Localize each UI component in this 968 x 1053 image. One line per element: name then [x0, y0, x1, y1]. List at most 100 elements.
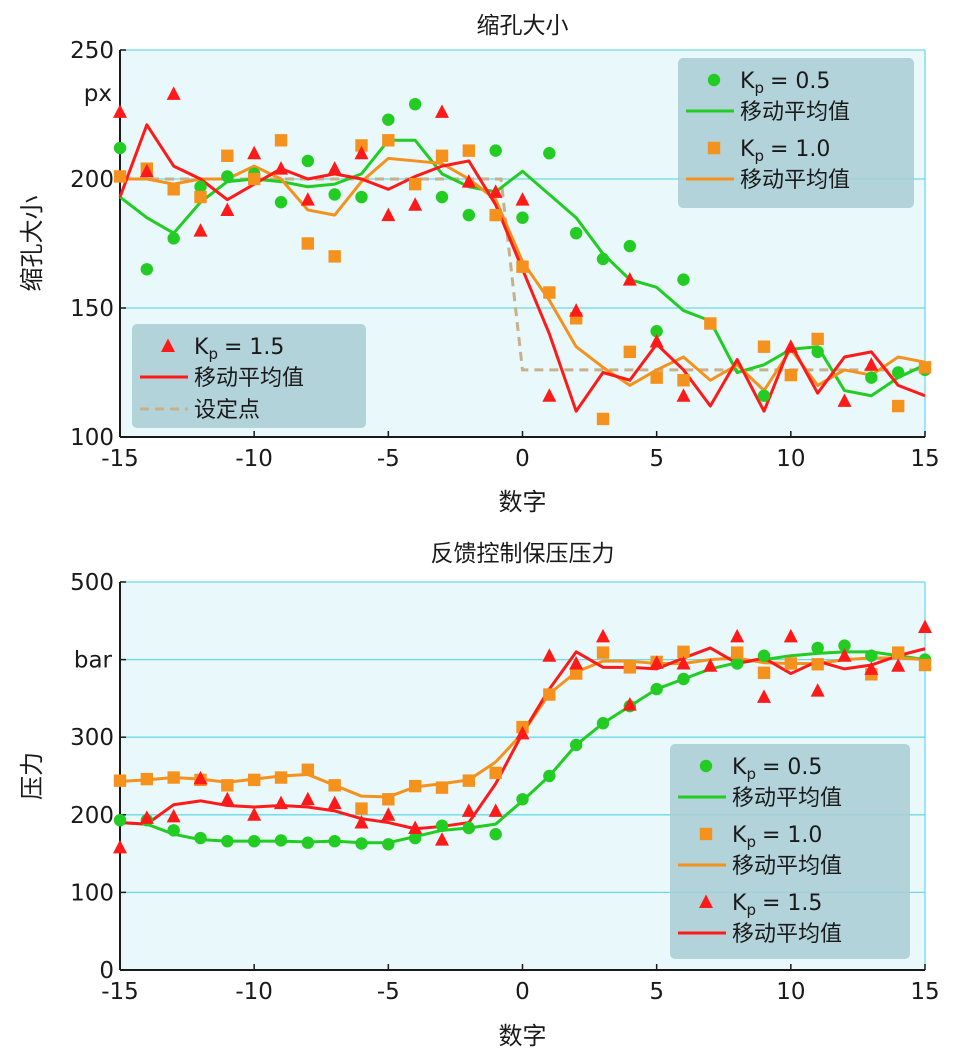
data-point [301, 154, 315, 168]
y-tick-label: 150 [70, 296, 114, 322]
x-tick-label: 10 [776, 979, 805, 1005]
legend-label: Kp = 0.5 [732, 755, 822, 783]
data-point [783, 339, 798, 353]
data-point [489, 144, 502, 157]
data-point [649, 334, 664, 348]
data-point [543, 147, 556, 160]
data-point [569, 303, 584, 317]
series-2-points [113, 134, 932, 426]
data-point [194, 190, 207, 204]
data-point [301, 836, 315, 849]
data-point [676, 655, 691, 670]
data-point [757, 666, 771, 679]
data-point [166, 808, 181, 823]
data-point [569, 738, 583, 752]
y-tick-label: 500 [70, 570, 114, 596]
y-unit-label: px [84, 81, 112, 107]
data-point [596, 412, 610, 426]
data-point [489, 208, 502, 222]
data-point [166, 86, 181, 100]
legend-box [670, 744, 910, 959]
data-point [113, 814, 127, 827]
data-point [274, 134, 288, 147]
data-point [677, 273, 690, 286]
data-point [837, 393, 852, 407]
data-point [327, 161, 342, 175]
data-point [167, 771, 180, 784]
data-point [838, 639, 851, 652]
x-tick-label: 15 [910, 446, 939, 472]
data-point [757, 649, 771, 662]
series-3-points [113, 619, 932, 854]
data-point [918, 658, 932, 672]
data-point [810, 683, 825, 697]
x-tick-label: 5 [649, 446, 664, 472]
x-tick-label: -15 [101, 446, 139, 472]
data-point [300, 791, 315, 806]
x-tick-label: 5 [649, 979, 664, 1005]
data-point [784, 368, 798, 382]
data-point [382, 793, 395, 806]
data-point [408, 177, 422, 191]
data-point [489, 766, 502, 780]
data-point [435, 104, 449, 118]
data-point [194, 180, 207, 193]
data-point [194, 831, 207, 845]
data-point [355, 802, 368, 815]
data-point [408, 831, 422, 845]
data-point [622, 697, 637, 711]
data-point [516, 211, 529, 224]
data-point [113, 104, 127, 118]
x-tick-label: 15 [910, 979, 939, 1005]
data-point [730, 628, 745, 643]
legend-label: Kp = 0.5 [740, 69, 830, 97]
data-point [167, 232, 180, 245]
data-point [435, 190, 449, 204]
data-point [489, 828, 502, 841]
data-point [220, 202, 235, 216]
data-point [461, 174, 476, 188]
data-point [516, 793, 529, 806]
data-point [247, 834, 261, 848]
data-point [435, 149, 449, 162]
data-point [355, 139, 368, 152]
data-point [113, 141, 127, 155]
data-point [488, 184, 503, 198]
data-point [274, 196, 288, 209]
data-point [515, 725, 530, 740]
data-point [676, 388, 691, 402]
data-point [650, 682, 663, 696]
data-point [328, 779, 341, 792]
data-point [596, 252, 610, 266]
data-point [462, 821, 476, 835]
legend-label: Kp = 1.0 [732, 823, 822, 851]
y-tick-label: 100 [70, 880, 114, 906]
data-point [569, 226, 583, 240]
data-point [811, 345, 824, 359]
x-tick-label: -15 [101, 979, 139, 1005]
data-point [757, 340, 771, 353]
data-point [811, 332, 824, 346]
data-point [328, 834, 341, 848]
data-point [221, 779, 234, 792]
data-point [435, 819, 449, 832]
data-point [462, 144, 476, 157]
data-point [783, 628, 798, 643]
legend-line-label: 移动平均值 [740, 100, 850, 125]
data-point [408, 97, 422, 111]
legend-marker [161, 338, 175, 352]
data-point [649, 655, 664, 669]
data-point [355, 837, 368, 850]
data-point [864, 357, 879, 371]
data-point [623, 661, 637, 674]
chart-title: 缩孔大小 [477, 13, 569, 39]
data-point [891, 366, 905, 379]
data-point [704, 317, 717, 330]
data-point [274, 161, 288, 175]
data-point [327, 795, 342, 810]
data-point [408, 197, 423, 211]
legend-line-label: 移动平均值 [740, 168, 850, 193]
data-point [113, 839, 127, 854]
data-point [891, 399, 905, 413]
data-point [703, 658, 718, 672]
